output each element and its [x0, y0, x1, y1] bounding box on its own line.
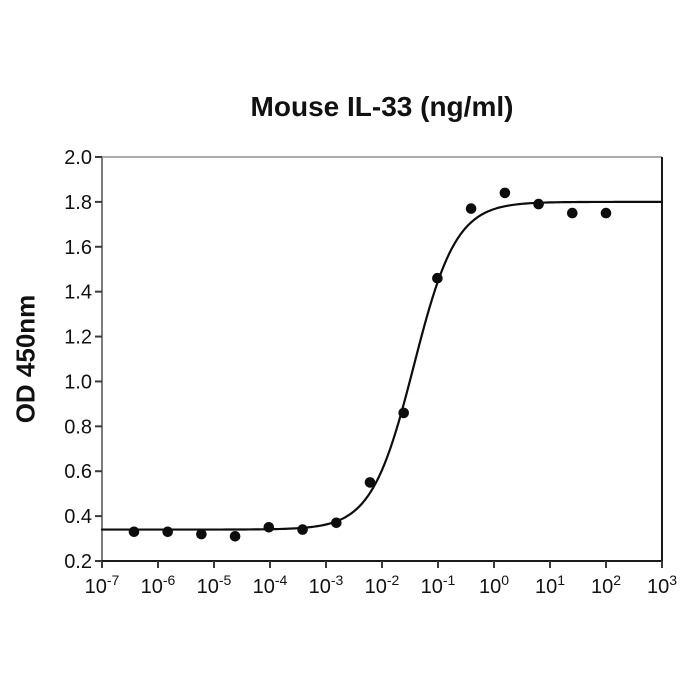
- y-tick-label: 1.4: [64, 282, 92, 304]
- y-axis: 0.2 0.4 0.6 0.8 1.0 1.2 1.4 1.6 1.8 2.0: [64, 147, 102, 573]
- x-tick-label: 101: [535, 572, 565, 598]
- data-point: [398, 407, 410, 419]
- data-point: [465, 203, 477, 214]
- y-tick-label: 0.8: [64, 416, 92, 438]
- data-point: [162, 526, 173, 538]
- y-tick-label: 1.8: [64, 192, 92, 214]
- x-axis: 10-7 10-6 10-5 10-4 10-3 10-2 10-1 100 101 102 103: [85, 561, 677, 598]
- x-tick-label: 10-6: [141, 572, 176, 598]
- chart-title: Mouse IL-33 (ng/ml): [250, 91, 514, 122]
- data-point: [128, 526, 140, 538]
- x-tick-label: 102: [591, 572, 621, 598]
- y-tick-label: 0.2: [64, 551, 92, 573]
- x-tick-label: 103: [647, 572, 677, 598]
- data-point: [297, 524, 308, 535]
- data-point: [263, 522, 275, 533]
- data-point: [432, 272, 443, 284]
- data-point: [229, 531, 241, 542]
- x-tick-label: 10-7: [85, 572, 120, 598]
- data-point: [331, 517, 342, 529]
- data-point: [364, 477, 376, 488]
- data-points: [128, 187, 612, 542]
- y-tick-label: 2.0: [64, 147, 92, 169]
- x-tick-label: 10-3: [309, 572, 344, 598]
- x-tick-label: 10-1: [421, 572, 456, 598]
- x-tick-label: 10-5: [197, 572, 232, 598]
- y-tick-label: 1.0: [64, 371, 92, 393]
- x-tick-label: 10-4: [253, 572, 288, 598]
- x-tick-label: 10-2: [365, 572, 400, 598]
- plot-frame: [101, 156, 663, 562]
- data-point: [567, 207, 578, 219]
- data-point: [196, 528, 207, 540]
- data-point: [499, 187, 511, 199]
- y-tick-label: 0.4: [64, 506, 92, 528]
- data-point: [533, 198, 544, 210]
- y-tick-label: 1.6: [64, 237, 92, 259]
- fit-curve: [100, 200, 664, 531]
- x-tick-label: 100: [479, 572, 509, 598]
- data-point: [600, 207, 612, 219]
- y-tick-label: 1.2: [64, 327, 92, 349]
- y-tick-label: 0.6: [64, 461, 92, 483]
